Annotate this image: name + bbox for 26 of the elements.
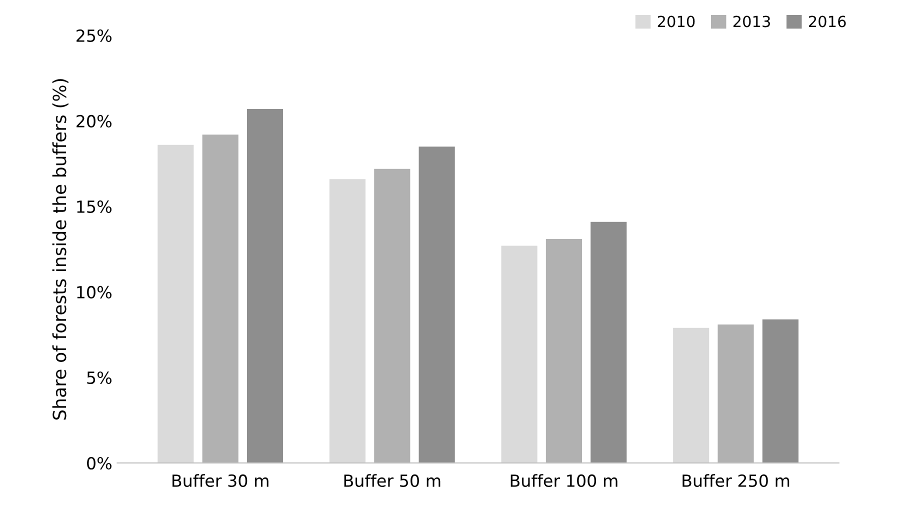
x-tick-label: Buffer 30 m xyxy=(172,474,268,487)
y-tick-label: 25% xyxy=(76,29,112,42)
x-tick-label: Buffer 100 m xyxy=(510,474,618,487)
bar xyxy=(718,324,754,463)
bar xyxy=(202,134,238,463)
bar xyxy=(762,319,798,463)
bar xyxy=(590,222,627,463)
bar xyxy=(418,146,455,463)
bar xyxy=(246,108,284,463)
y-tick-label: 10% xyxy=(77,286,112,299)
y-axis-title: Share of forests inside the buffers (%) xyxy=(52,79,68,420)
bar xyxy=(673,328,710,463)
x-tick-label: Buffer 50 m xyxy=(344,474,440,487)
y-tick-label: 0% xyxy=(87,456,112,470)
bar xyxy=(546,238,582,463)
y-tick-label: 20% xyxy=(76,114,112,128)
x-tick-label: Buffer 250 m xyxy=(682,474,790,487)
bar xyxy=(158,144,194,463)
bar xyxy=(374,168,410,463)
bar xyxy=(329,179,366,463)
legend-label: 2010 xyxy=(658,16,695,28)
legend-label: 2016 xyxy=(808,16,846,28)
legend-label: 2013 xyxy=(733,16,770,28)
bar xyxy=(501,246,538,463)
y-tick-label: 5% xyxy=(87,371,112,384)
y-tick-label: 15% xyxy=(77,200,112,214)
